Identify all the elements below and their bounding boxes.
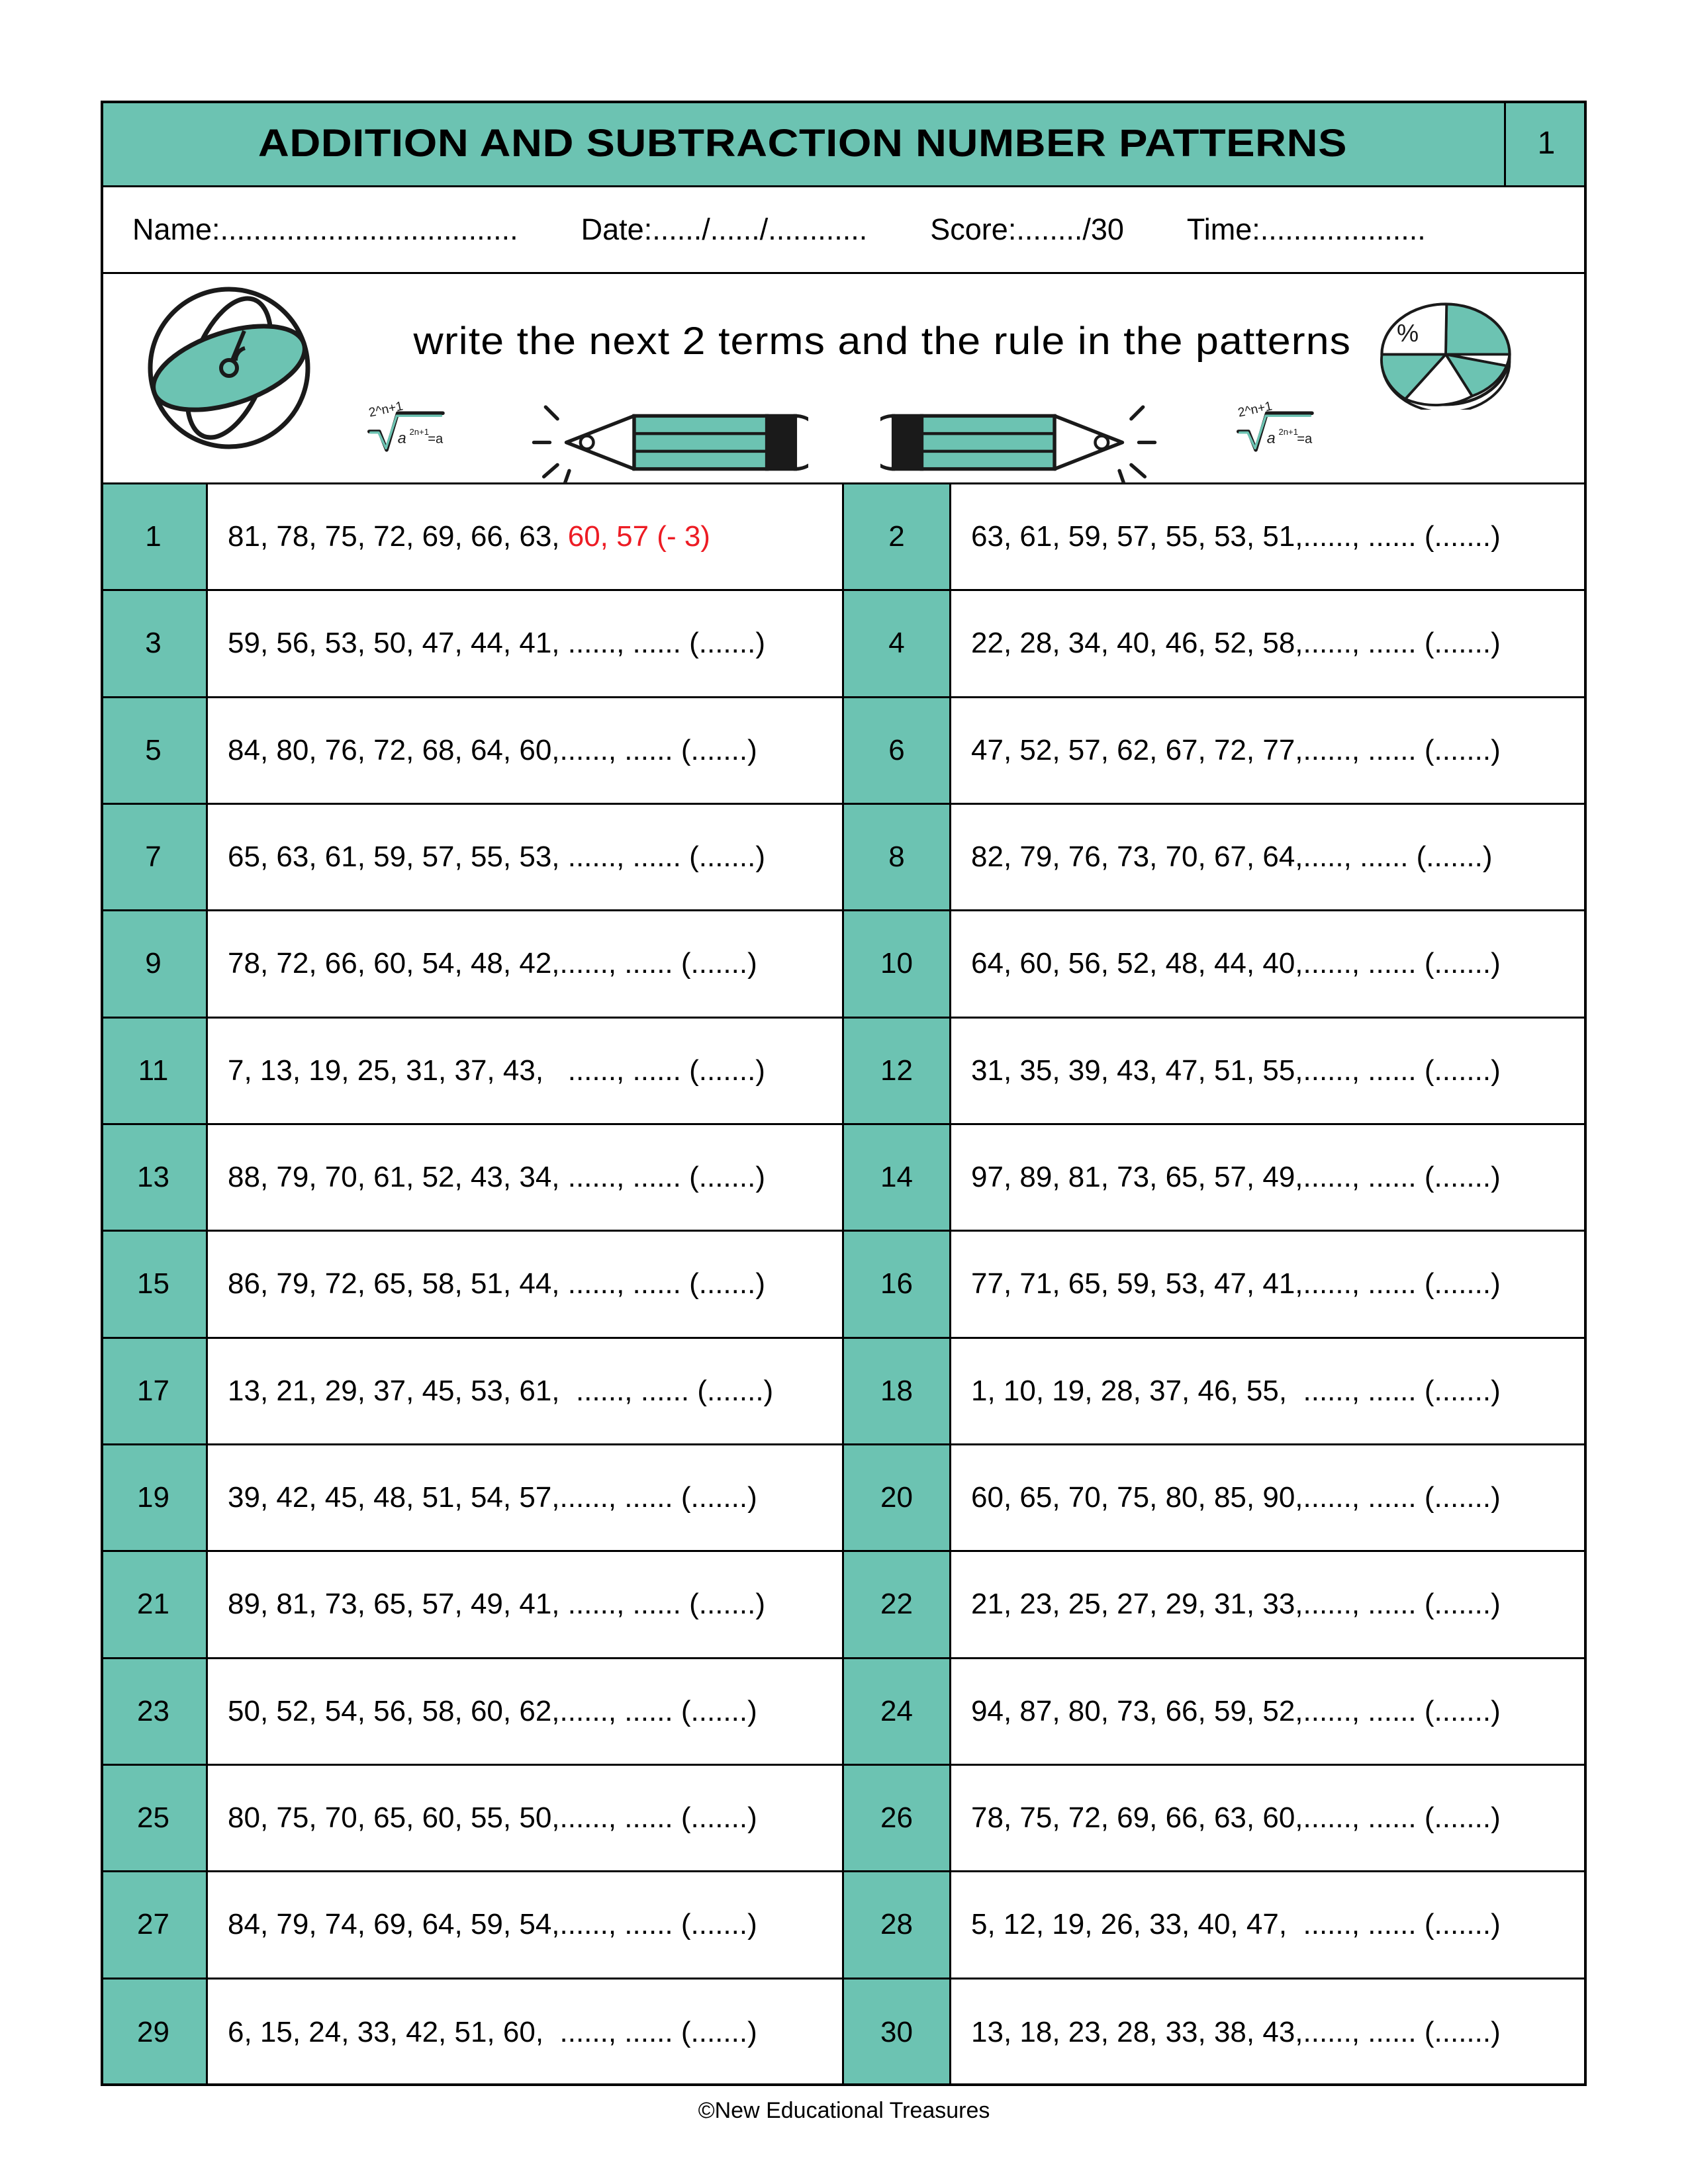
- svg-text:2n+1: 2n+1: [1278, 427, 1298, 437]
- svg-text:=a: =a: [428, 432, 444, 447]
- svg-text:a: a: [1267, 430, 1276, 447]
- svg-text:2^n+1: 2^n+1: [1237, 400, 1273, 420]
- svg-text:2n+1: 2n+1: [409, 427, 429, 437]
- svg-text:2^n+1: 2^n+1: [367, 400, 404, 420]
- svg-text:=a: =a: [1297, 432, 1313, 447]
- svg-text:%: %: [1397, 319, 1419, 347]
- svg-text:a: a: [398, 430, 406, 447]
